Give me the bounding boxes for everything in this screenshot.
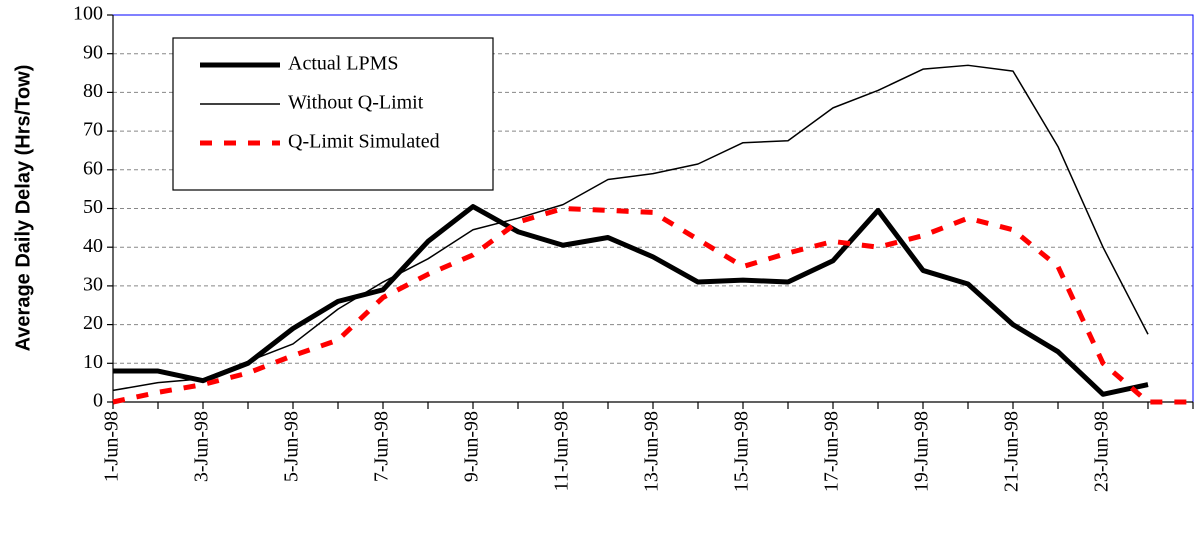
- x-tick-label: 7-Jun-98: [371, 411, 393, 482]
- x-tick-label: 9-Jun-98: [461, 411, 483, 482]
- x-tick-label: 3-Jun-98: [191, 411, 213, 482]
- legend-label: Actual LPMS: [288, 53, 399, 75]
- x-tick-label: 17-Jun-98: [821, 411, 843, 492]
- series-line: [112, 206, 1193, 405]
- x-tick-label: 11-Jun-98: [551, 411, 573, 491]
- y-axis-label: Average Daily Delay (Hrs/Tow): [12, 65, 34, 352]
- y-tick-label: 50: [83, 196, 103, 218]
- x-tick-label: 1-Jun-98: [101, 411, 123, 482]
- legend-label: Q-Limit Simulated: [288, 131, 440, 153]
- series-line: [113, 204, 1149, 397]
- x-tick-label: 15-Jun-98: [731, 411, 753, 492]
- y-tick-label: 100: [73, 3, 103, 25]
- y-tick-label: 90: [83, 41, 103, 63]
- y-tick-label: 70: [83, 119, 103, 141]
- legend-label: Without Q-Limit: [288, 92, 424, 114]
- y-tick-label: 40: [83, 235, 103, 257]
- y-tick-label: 60: [83, 157, 103, 179]
- y-tick-label: 10: [83, 351, 103, 373]
- legend: Actual LPMS Without Q-Limit Q-Limit Simula…: [172, 37, 494, 191]
- x-tick-label: 13-Jun-98: [641, 411, 663, 492]
- x-tick-label: 21-Jun-98: [1001, 411, 1023, 492]
- series-line: [112, 64, 1149, 392]
- y-tick-label: 80: [83, 80, 103, 102]
- y-tick-label: 30: [83, 273, 103, 295]
- x-tick-label: 5-Jun-98: [281, 411, 303, 482]
- y-tick-label: 0: [93, 390, 103, 412]
- x-tick-label: 23-Jun-98: [1091, 411, 1113, 492]
- y-tick-label: 20: [83, 312, 103, 334]
- x-tick-label: 19-Jun-98: [911, 411, 933, 492]
